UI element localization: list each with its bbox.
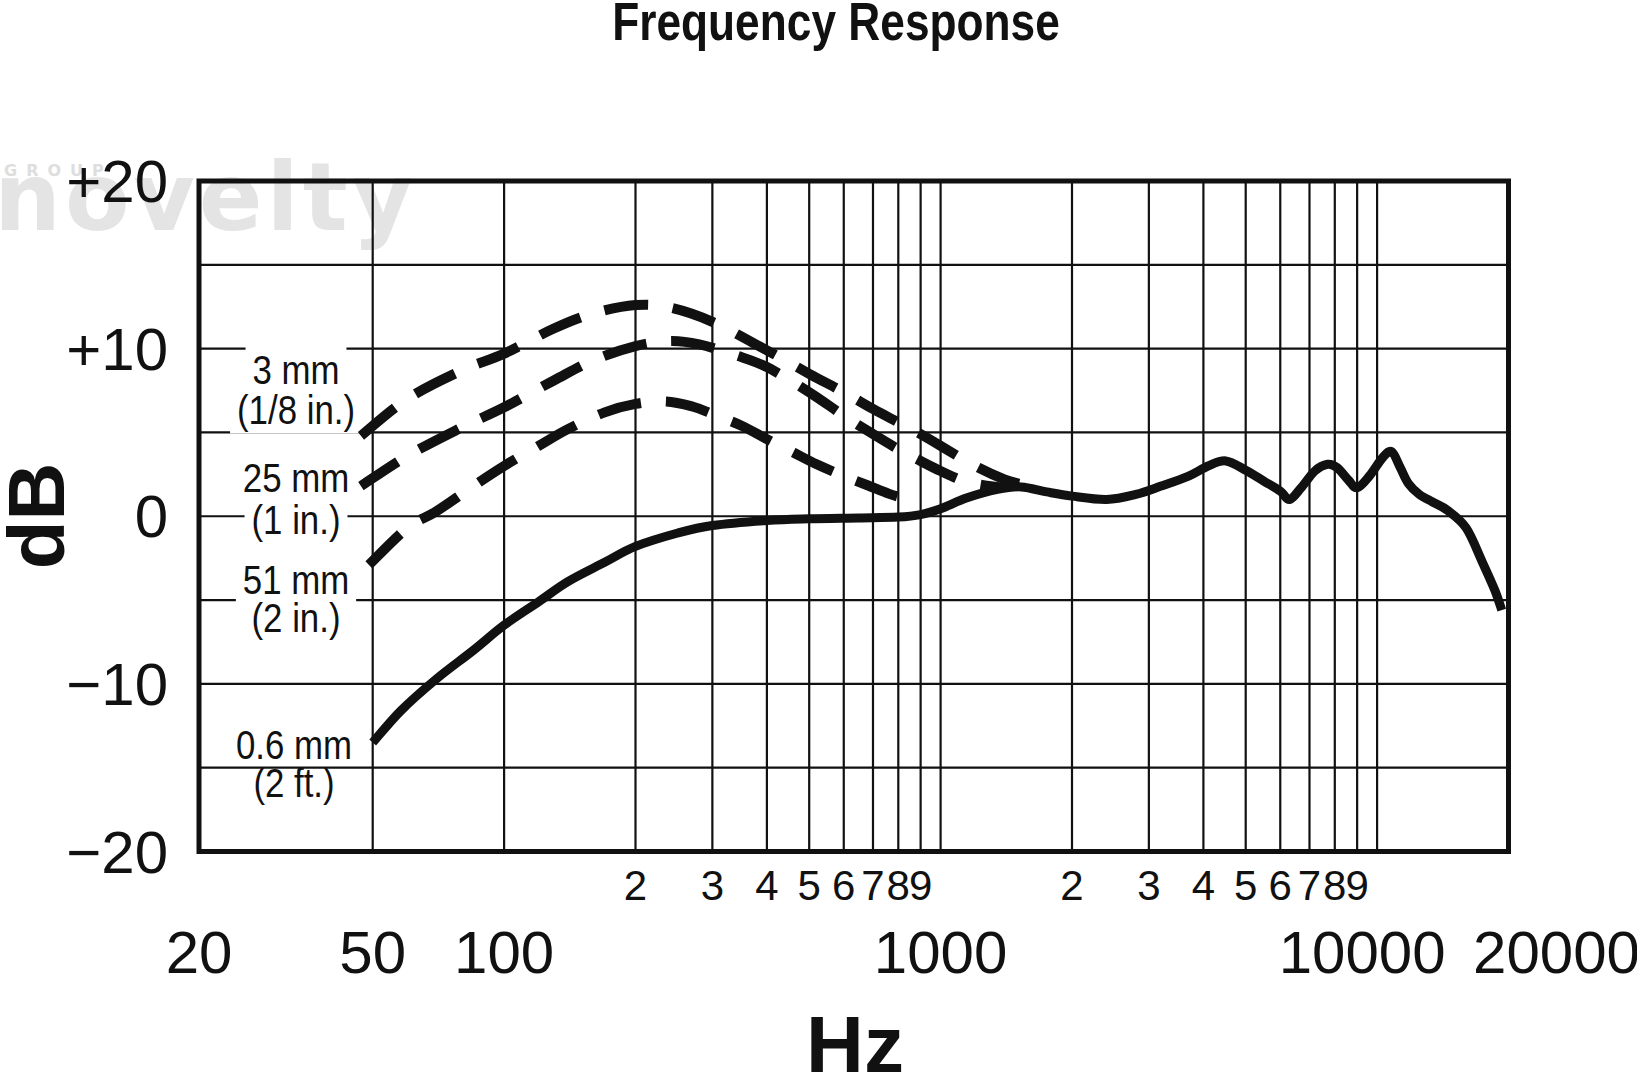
x-minor-tick-label-7000: 7 xyxy=(1298,862,1321,909)
watermark: GROUP novelty xyxy=(0,143,417,252)
watermark-brand-text: novelty xyxy=(0,143,417,252)
x-minor-tick-label-3000: 3 xyxy=(1137,862,1160,909)
series-label-0-line2: (1/8 in.) xyxy=(237,388,355,433)
x-minor-tick-label-8000: 8 xyxy=(1323,862,1346,909)
frequency-response-chart: GROUP novelty 3 mm(1/8 in.) 25 mm(1 in.) 5… xyxy=(0,0,1637,1080)
x-minor-tick-label-900: 9 xyxy=(909,862,932,909)
y-tick-label--20: −20 xyxy=(66,819,168,886)
x-minor-tick-label-5000: 5 xyxy=(1234,862,1257,909)
x-major-tick-label-10000: 10000 xyxy=(1279,919,1446,986)
x-minor-tick-label-9000: 9 xyxy=(1345,862,1368,909)
y-axis-unit-label: dB xyxy=(0,463,81,570)
x-minor-tick-label-700: 7 xyxy=(861,862,884,909)
x-minor-tick-label-300: 3 xyxy=(701,862,724,909)
curve-0-6-mm-2-ft- xyxy=(373,451,1502,742)
curve-25-mm-1-in- xyxy=(361,341,1002,488)
x-minor-tick-label-800: 8 xyxy=(887,862,910,909)
series-label-3-line2: (2 ft.) xyxy=(253,761,334,806)
series-label-0-line1: 3 mm xyxy=(253,348,340,393)
series-label-1-line2: (1 in.) xyxy=(252,498,341,543)
series-label-2-line2: (2 in.) xyxy=(252,596,341,641)
x-minor-tick-label-2000: 2 xyxy=(1060,862,1083,909)
series-label-1-line1: 25 mm xyxy=(243,456,349,501)
y-tick-label-0: 0 xyxy=(135,483,168,550)
frequency-response-figure: GROUP novelty 3 mm(1/8 in.) 25 mm(1 in.) 5… xyxy=(0,0,1637,1080)
x-major-tick-label-50: 50 xyxy=(339,919,406,986)
x-axis-unit-label: Hz xyxy=(806,1000,904,1080)
x-minor-tick-label-600: 6 xyxy=(832,862,855,909)
x-minor-tick-label-4000: 4 xyxy=(1192,862,1215,909)
x-major-tick-label-20000: 20000 xyxy=(1473,919,1637,986)
x-minor-tick-label-400: 4 xyxy=(755,862,778,909)
chart-title: Frequency Response xyxy=(612,0,1060,51)
y-tick-label-10: +10 xyxy=(66,316,168,383)
y-tick-label--10: −10 xyxy=(66,651,168,718)
x-major-tick-label-20: 20 xyxy=(166,919,233,986)
x-minor-tick-label-200: 2 xyxy=(624,862,647,909)
x-major-tick-label-100: 100 xyxy=(454,919,554,986)
x-minor-tick-label-6000: 6 xyxy=(1269,862,1292,909)
x-minor-tick-label-500: 5 xyxy=(798,862,821,909)
x-major-tick-label-1000: 1000 xyxy=(874,919,1007,986)
y-tick-label-20: +20 xyxy=(66,148,168,215)
